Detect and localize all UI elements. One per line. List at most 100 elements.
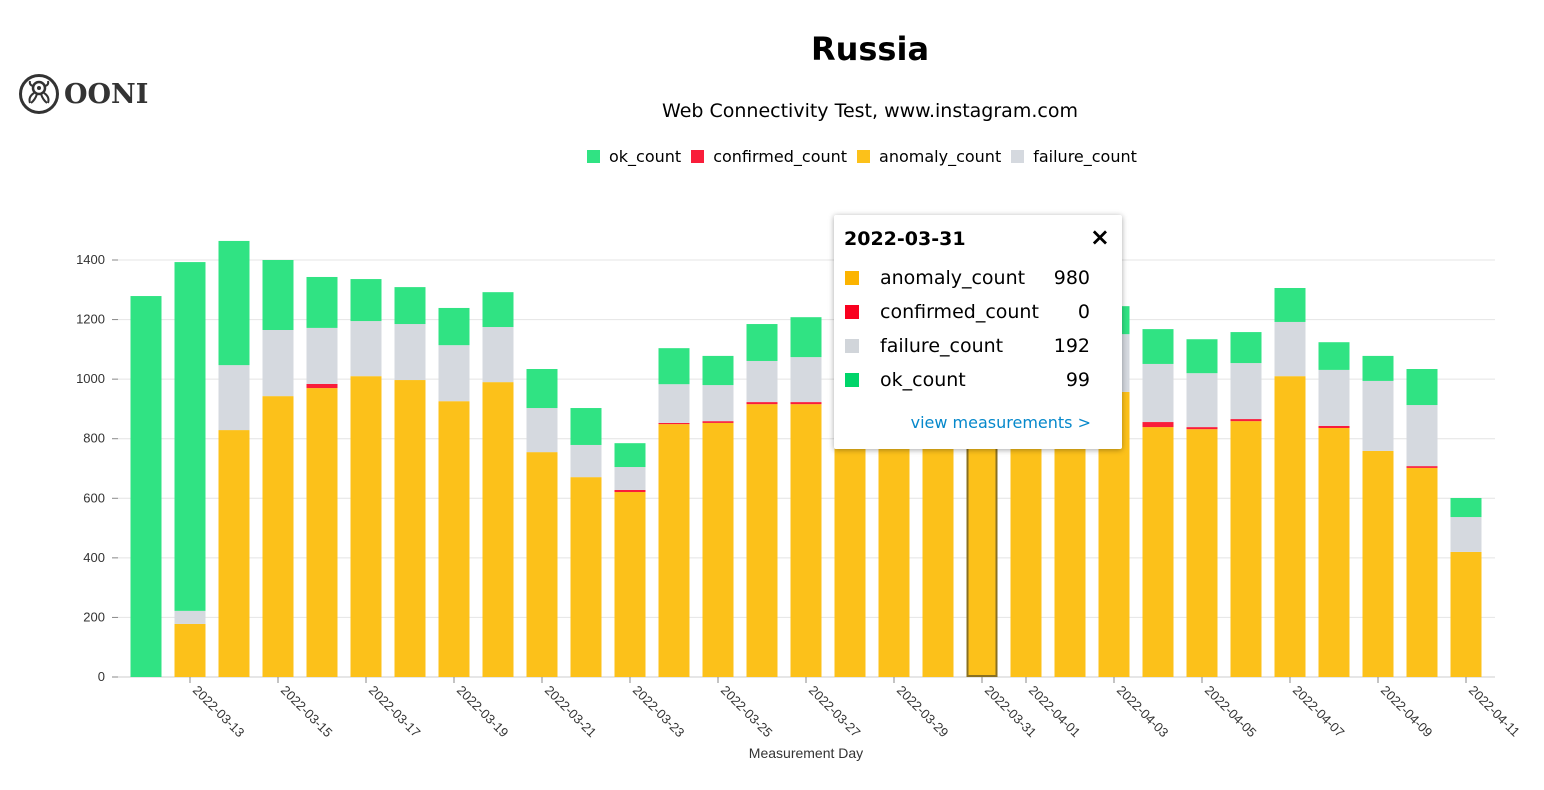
bar-segment-confirmed_count: [790, 402, 822, 405]
bar-segment-ok_count: [350, 279, 382, 322]
x-tick-label: 2022-04-03: [1114, 683, 1172, 741]
bar-segment-anomaly_count: [790, 404, 822, 677]
bar-segment-ok_count: [658, 348, 690, 385]
anomaly-swatch: [845, 271, 859, 285]
legend-swatch: [1011, 150, 1025, 163]
tooltip-value: 0: [1077, 301, 1090, 323]
bar-segment-anomaly_count: [262, 396, 294, 677]
bar-segment-anomaly_count: [526, 452, 558, 677]
x-axis-label: Measurement Day: [749, 745, 863, 761]
bar-segment-confirmed_count: [658, 422, 690, 425]
bar-segment-failure_count: [570, 444, 602, 478]
bar-segment-ok_count: [1406, 369, 1438, 406]
x-tick-label: 2022-04-09: [1378, 683, 1436, 741]
bar-segment-failure_count: [1406, 405, 1438, 467]
tooltip-label: anomaly_count: [880, 267, 1026, 289]
bar-segment-ok_count: [394, 287, 426, 325]
bar-segment-anomaly_count: [482, 382, 514, 677]
ok-swatch: [845, 373, 859, 387]
view-measurements-link[interactable]: view measurements >: [910, 413, 1091, 432]
bar-segment-confirmed_count: [746, 402, 778, 405]
bar-segment-ok_count: [790, 317, 822, 358]
x-tick-label: 2022-03-21: [542, 683, 600, 741]
x-tick-label: 2022-03-29: [894, 683, 952, 741]
legend-item-ok_count[interactable]: ok_count: [587, 147, 681, 166]
bar-segment-confirmed_count: [1142, 422, 1174, 428]
x-tick-label: 2022-03-13: [190, 683, 248, 741]
bar-segment-anomaly_count: [746, 404, 778, 677]
bar-segment-failure_count: [790, 357, 822, 403]
bar-segment-failure_count: [174, 610, 206, 624]
bar-segment-failure_count: [306, 327, 338, 384]
bar-segment-anomaly_count: [350, 376, 382, 677]
x-tick-label: 2022-03-23: [630, 683, 688, 741]
bar-segment-failure_count: [746, 360, 778, 403]
bar-segment-failure_count: [1230, 363, 1262, 420]
tooltip: 2022-03-31 × anomaly_count 980 confirmed_…: [834, 215, 1122, 449]
legend-item-anomaly_count[interactable]: anomaly_count: [857, 147, 1001, 166]
bar-segment-anomaly_count: [570, 477, 602, 677]
chart-subtitle: Web Connectivity Test, www.instagram.com: [662, 100, 1078, 122]
tooltip-row-confirmed: confirmed_count 0: [845, 300, 1090, 324]
bar-segment-ok_count: [438, 307, 470, 346]
bar-segment-failure_count: [482, 327, 514, 383]
bar-segment-failure_count: [1142, 363, 1174, 423]
bar-segment-ok_count: [1274, 287, 1306, 322]
bar-segment-anomaly_count: [1142, 427, 1174, 677]
tooltip-row-failure: failure_count 192: [845, 334, 1090, 358]
y-tick-label: 600: [83, 490, 105, 505]
bar-segment-anomaly_count: [1274, 376, 1306, 677]
bar-segment-anomaly_count: [1406, 467, 1438, 677]
bar-segment-anomaly_count: [658, 424, 690, 677]
bar-segment-failure_count: [1318, 369, 1350, 426]
legend-swatch: [587, 150, 600, 163]
bar-segment-anomaly_count: [614, 492, 646, 677]
tooltip-date: 2022-03-31: [844, 228, 966, 250]
bar-segment-failure_count: [1186, 373, 1218, 428]
bar-segment-anomaly_count: [218, 430, 250, 677]
bar-segment-ok_count: [702, 355, 734, 386]
bar-segment-anomaly_count: [1362, 450, 1394, 677]
tooltip-label: confirmed_count: [880, 301, 1039, 323]
legend-item-confirmed_count[interactable]: confirmed_count: [691, 147, 847, 166]
tooltip-value: 192: [1053, 335, 1090, 357]
tooltip-value: 99: [1065, 369, 1090, 391]
confirmed-swatch: [845, 305, 859, 319]
bar-segment-ok_count: [262, 260, 294, 330]
bar-segment-anomaly_count: [174, 623, 206, 677]
tooltip-value: 980: [1053, 267, 1090, 289]
bar-segment-ok_count: [1186, 339, 1218, 374]
bar-segment-failure_count: [1450, 517, 1482, 552]
bar-segment-ok_count: [614, 443, 646, 468]
chart-title: Russia: [810, 30, 930, 68]
bar-segment-ok_count: [570, 408, 602, 445]
tooltip-label: failure_count: [880, 335, 1004, 357]
legend-swatch: [691, 150, 705, 163]
bar-segment-failure_count: [702, 385, 734, 422]
y-tick-label: 1000: [76, 371, 105, 386]
bar-segment-anomaly_count: [438, 401, 470, 677]
bar-segment-confirmed_count: [702, 421, 734, 423]
bar-segment-anomaly_count: [1318, 427, 1350, 677]
bar-segment-confirmed_count: [614, 489, 646, 493]
bar-segment-ok_count: [130, 296, 162, 677]
bar-segment-confirmed_count: [1230, 419, 1262, 422]
legend-item-failure_count[interactable]: failure_count: [1011, 147, 1137, 166]
bar-segment-ok_count: [1230, 332, 1262, 364]
tooltip-label: ok_count: [880, 369, 966, 391]
y-tick-label: 800: [83, 431, 105, 446]
bar-segment-anomaly_count: [1450, 551, 1482, 677]
bar-segment-failure_count: [218, 365, 250, 431]
close-icon[interactable]: ×: [1089, 223, 1110, 251]
bar-segment-ok_count: [174, 262, 206, 611]
bar-segment-failure_count: [394, 324, 426, 381]
bar-segment-failure_count: [1362, 380, 1394, 451]
x-tick-label: 2022-04-05: [1202, 683, 1260, 741]
bar-segment-ok_count: [1362, 355, 1394, 381]
legend-swatch: [857, 150, 871, 163]
legend-label: failure_count: [1033, 147, 1137, 166]
bar-segment-ok_count: [306, 276, 338, 328]
bar-segment-ok_count: [1450, 497, 1482, 518]
bar-segment-ok_count: [1142, 329, 1174, 364]
bar-segment-anomaly_count: [1230, 421, 1262, 677]
